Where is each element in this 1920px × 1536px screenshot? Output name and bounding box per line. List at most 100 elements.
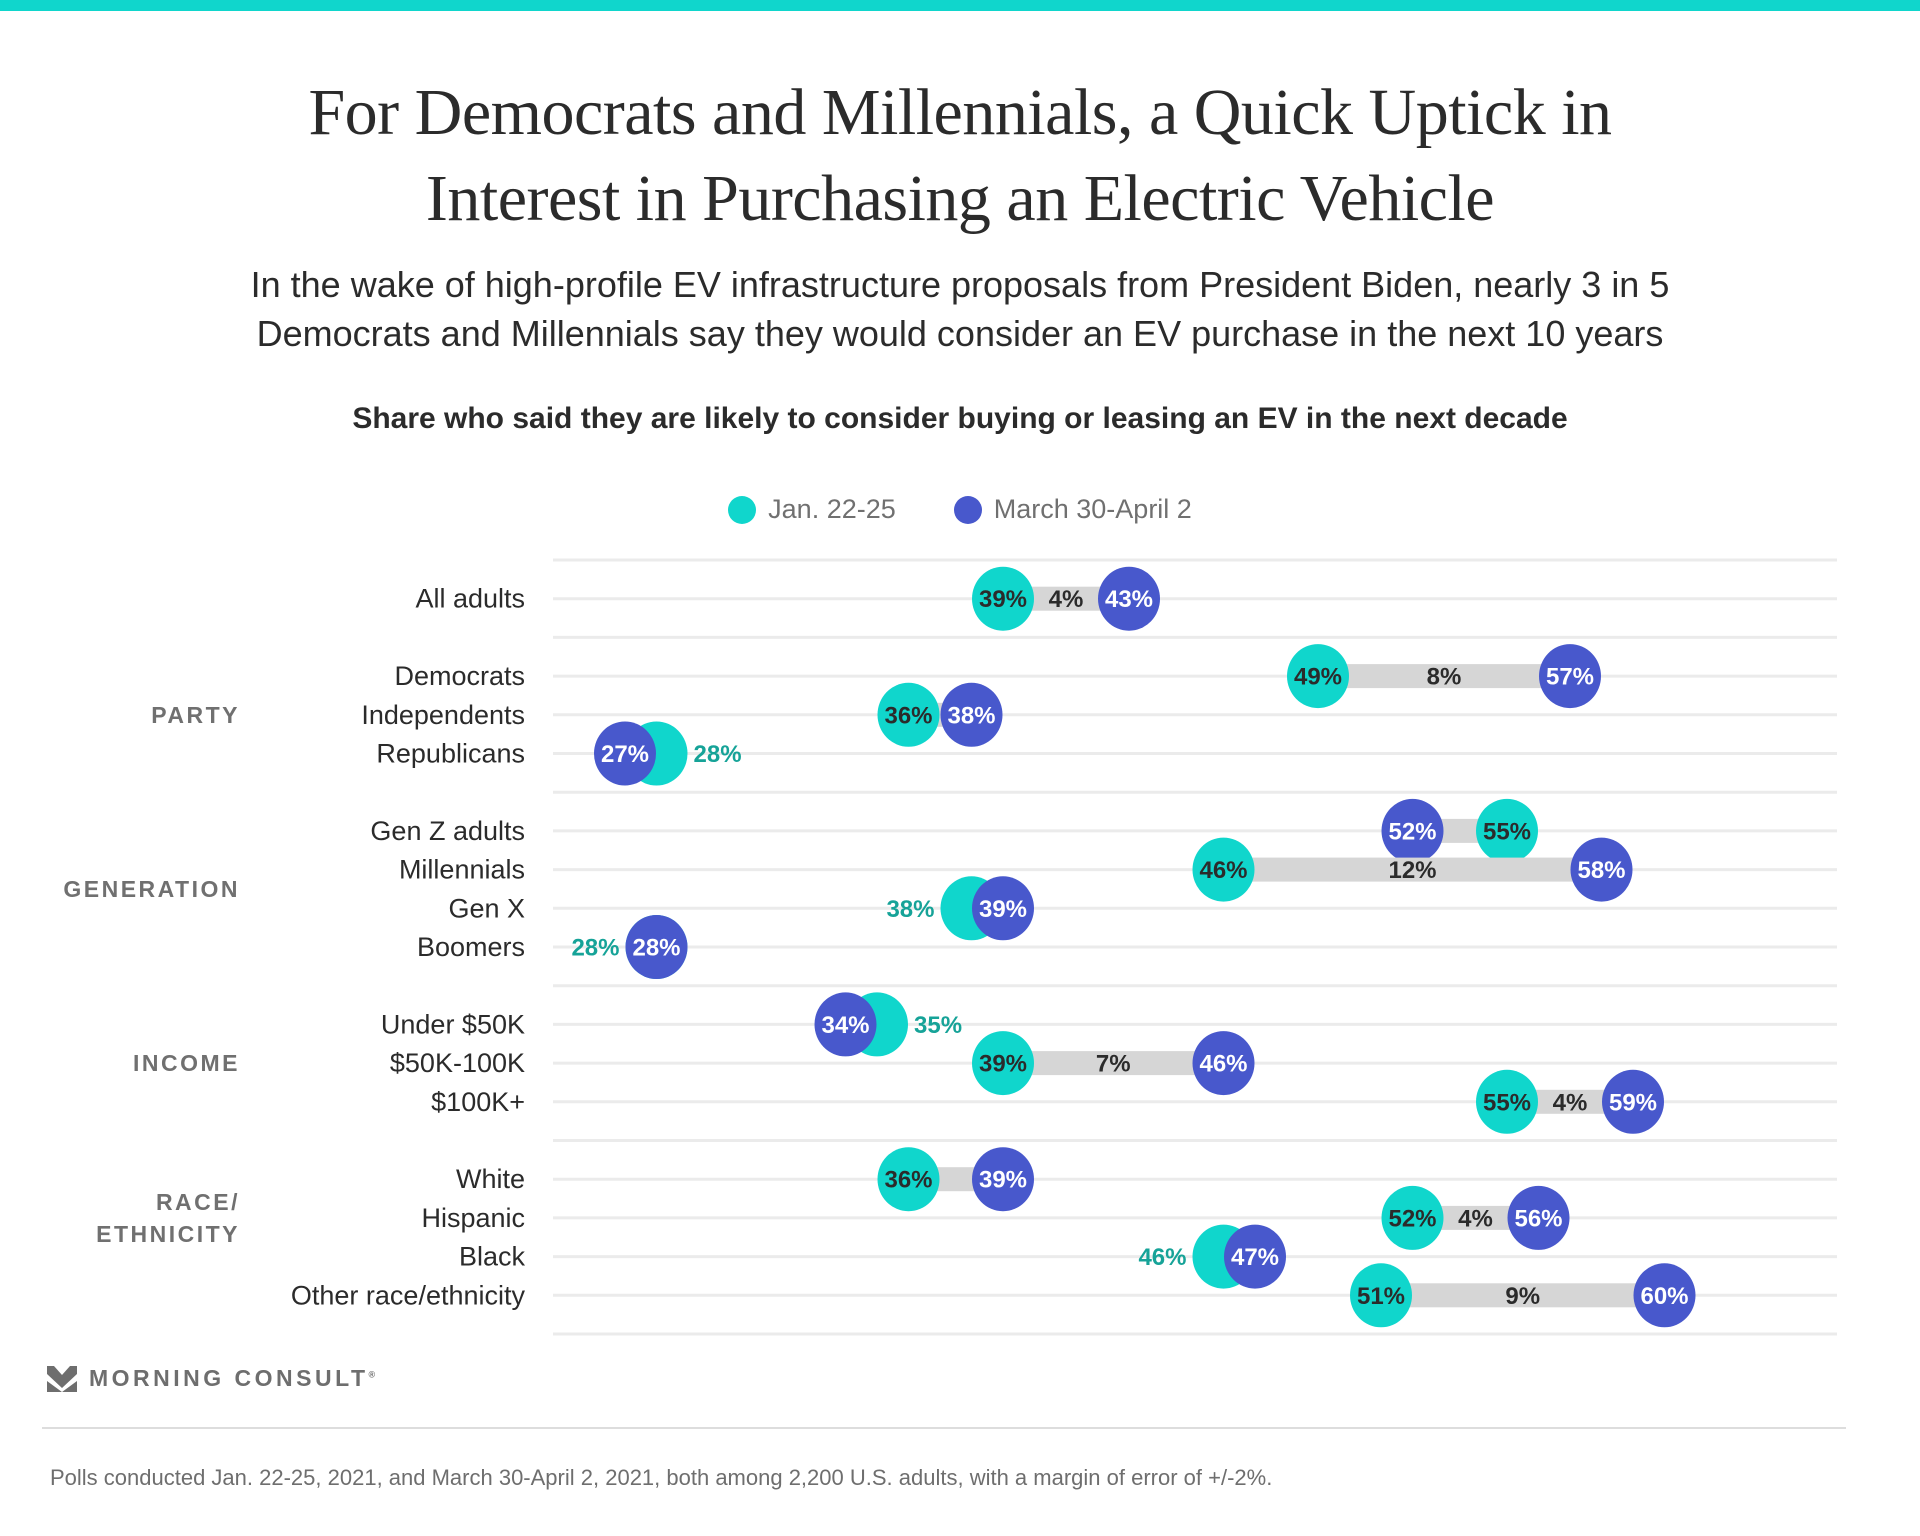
row-label: Independents: [361, 700, 525, 730]
march-dot: [972, 876, 1034, 941]
march-value-label: 38%: [947, 702, 995, 729]
march-dot: [1098, 566, 1160, 631]
jan-dot: [877, 1147, 940, 1212]
jan-value-label: 46%: [1199, 857, 1247, 884]
jan-value-label: 49%: [1294, 664, 1342, 691]
march-value-label: 47%: [1231, 1244, 1279, 1271]
change-bar: [1223, 857, 1602, 882]
march-dot: [972, 1147, 1034, 1212]
legend-swatch-jan: [728, 495, 757, 524]
jan-dot: [1476, 1069, 1538, 1134]
jan-value-label: 38%: [886, 896, 934, 923]
change-bar: [1003, 1051, 1224, 1076]
subtitle-line-2: Democrats and Millennials say they would…: [256, 313, 1664, 354]
brand-text: MORNING CONSULT: [89, 1365, 369, 1391]
legend-label-jan: Jan. 22-25: [768, 494, 896, 524]
march-value-label: 39%: [979, 1167, 1027, 1194]
jan-dot: [1476, 798, 1538, 863]
jan-value-label: 39%: [979, 586, 1027, 613]
group-label: INCOME: [133, 1050, 240, 1076]
change-value-label: 7%: [1096, 1051, 1131, 1078]
march-value-label: 59%: [1609, 1089, 1657, 1116]
row-label: Black: [459, 1242, 526, 1272]
row-label: $50K-100K: [390, 1048, 525, 1078]
change-value-label: 4%: [1458, 1205, 1493, 1232]
legend-swatch-march: [953, 495, 982, 524]
march-dot: [1633, 1263, 1696, 1328]
row-label: All adults: [415, 584, 525, 614]
jan-value-label: 28%: [694, 741, 742, 768]
row-label: White: [456, 1164, 525, 1194]
march-value-label: 28%: [632, 935, 680, 962]
legend-item-march: March 30-April 2: [953, 494, 1192, 525]
change-bar: [1318, 664, 1570, 689]
footer-divider: [42, 1427, 1846, 1429]
jan-dot: [877, 682, 940, 747]
change-bar: [1381, 1283, 1665, 1308]
title-line-1: For Democrats and Millennials, a Quick U…: [308, 76, 1612, 149]
jan-value-label: 35%: [914, 1012, 962, 1039]
jan-value-label: 39%: [979, 1051, 1027, 1078]
march-value-label: 52%: [1388, 818, 1436, 845]
row-label: Boomers: [417, 932, 525, 962]
change-value-label: 4%: [1049, 586, 1084, 613]
row-label: Under $50K: [381, 1009, 525, 1039]
row-label: Millennials: [399, 855, 525, 885]
march-value-label: 60%: [1640, 1283, 1688, 1310]
group-label: RACE/: [156, 1189, 240, 1215]
legend-item-jan: Jan. 22-25: [728, 494, 896, 525]
row-label: Democrats: [394, 661, 525, 691]
march-value-label: 46%: [1199, 1051, 1247, 1078]
march-dot: [1570, 837, 1633, 902]
march-dot: [1507, 1185, 1570, 1250]
march-dot: [594, 721, 656, 786]
march-value-label: 56%: [1514, 1205, 1562, 1232]
top-accent-bar: [0, 0, 1920, 11]
jan-value-label: 36%: [884, 702, 932, 729]
registered-mark: ®: [368, 1369, 376, 1380]
jan-value-label: 36%: [884, 1167, 932, 1194]
march-dot: [940, 682, 1003, 747]
jan-dot: [1287, 644, 1349, 709]
march-dot: [1192, 1031, 1255, 1096]
footnote: Polls conducted Jan. 22-25, 2021, and Ma…: [50, 1465, 1273, 1490]
group-label: GENERATION: [63, 876, 240, 902]
legend: Jan. 22-25 March 30-April 2: [0, 494, 1920, 525]
march-dot: [1602, 1069, 1664, 1134]
march-value-label: 27%: [601, 741, 649, 768]
group-label: PARTY: [151, 702, 240, 728]
jan-dot: [1350, 1263, 1412, 1328]
march-dot: [1539, 644, 1601, 709]
march-value-label: 43%: [1105, 586, 1153, 613]
page-title: For Democrats and Millennials, a Quick U…: [0, 70, 1920, 242]
jan-dot: [972, 1031, 1034, 1096]
march-dot: [1381, 798, 1444, 863]
jan-dot: [1192, 837, 1255, 902]
row-label: Other race/ethnicity: [291, 1280, 526, 1310]
title-line-2: Interest in Purchasing an Electric Vehic…: [425, 162, 1495, 235]
change-value-label: 12%: [1388, 857, 1436, 884]
march-value-label: 58%: [1577, 857, 1625, 884]
jan-value-label: 55%: [1483, 818, 1531, 845]
march-value-label: 39%: [979, 896, 1027, 923]
row-label: Hispanic: [421, 1203, 525, 1233]
march-dot: [814, 992, 877, 1057]
brand-name: MORNING CONSULT®: [89, 1365, 375, 1392]
row-label: Republicans: [376, 739, 525, 769]
row-label: Gen X: [448, 893, 525, 923]
march-dot: [1224, 1224, 1286, 1289]
change-value-label: 8%: [1427, 664, 1462, 691]
jan-value-label: 52%: [1388, 1205, 1436, 1232]
subtitle: In the wake of high-profile EV infrastru…: [0, 260, 1920, 358]
jan-value-label: 55%: [1483, 1089, 1531, 1116]
row-label: $100K+: [431, 1087, 525, 1117]
jan-dot: [1381, 1185, 1444, 1250]
group-label: ETHNICITY: [96, 1221, 240, 1247]
chart-title: Share who said they are likely to consid…: [352, 402, 1568, 435]
morning-consult-logo-icon: [47, 1365, 77, 1392]
march-dot: [625, 915, 688, 979]
march-value-label: 57%: [1546, 664, 1594, 691]
jan-value-label: 28%: [571, 935, 619, 962]
jan-value-label: 51%: [1357, 1283, 1405, 1310]
